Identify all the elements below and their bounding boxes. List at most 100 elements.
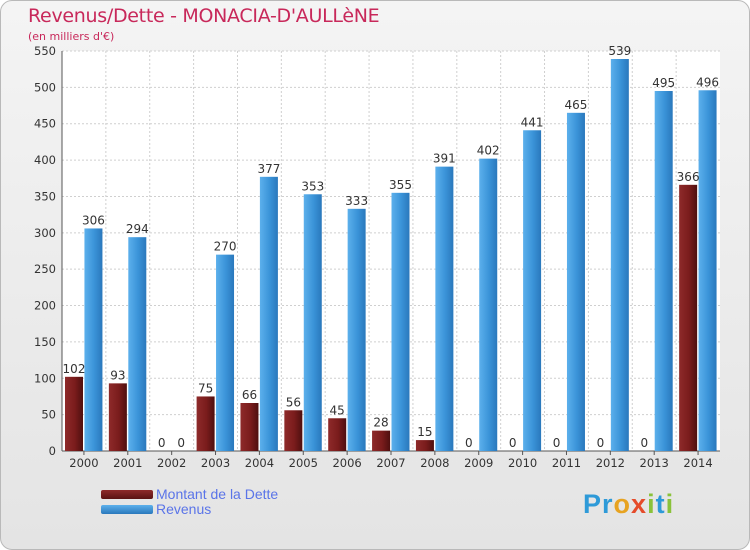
logo-letter: i [647, 489, 656, 519]
data-label-revenus: 495 [652, 76, 675, 90]
bar-dette [108, 383, 127, 451]
data-label-dette: 366 [677, 170, 700, 184]
y-tick-label: 450 [34, 117, 56, 131]
bar-revenus [84, 228, 103, 451]
bar-revenus [259, 176, 278, 451]
x-tick-label: 2008 [420, 456, 449, 470]
x-tick-label: 2011 [552, 456, 581, 470]
data-label-revenus: 0 [177, 436, 185, 450]
bar-dette [679, 184, 698, 451]
data-label-dette: 28 [373, 416, 388, 430]
bar-dette [65, 376, 83, 451]
y-tick-label: 400 [34, 153, 56, 167]
bar-revenus [347, 208, 366, 451]
chart-title: Revenus/Dette - MONACIA-D'AULLèNE [28, 5, 380, 27]
logo-letter: x [631, 489, 648, 519]
bar-revenus [303, 194, 322, 452]
data-label-revenus: 496 [696, 75, 719, 89]
y-tick-label: 250 [34, 262, 56, 276]
legend-item-dette: Montant de la Dette [101, 486, 361, 502]
x-tick-label: 2013 [640, 456, 669, 470]
bar-revenus [698, 90, 717, 451]
data-label-dette: 66 [242, 388, 257, 402]
legend-item-revenus: Revenus [101, 501, 361, 517]
x-tick-label: 2012 [596, 456, 625, 470]
y-tick-label: 300 [34, 226, 56, 240]
data-label-dette: 45 [330, 403, 345, 417]
data-label-dette: 0 [553, 436, 561, 450]
bar-revenus [391, 192, 410, 451]
bar-dette [415, 440, 434, 451]
data-label-revenus: 402 [477, 144, 500, 158]
data-label-revenus: 465 [565, 98, 588, 112]
legend-swatch-dette [101, 490, 153, 499]
y-tick-label: 500 [34, 80, 56, 94]
bar-layer [65, 59, 717, 452]
chart-subtitle: (en milliers d'€) [28, 30, 115, 43]
x-tick-label: 2005 [289, 456, 318, 470]
data-label-dette: 93 [110, 368, 125, 382]
grid-layer [62, 50, 720, 452]
bar-revenus [435, 166, 454, 452]
plot-area [62, 51, 720, 451]
data-label-dette: 0 [465, 436, 473, 450]
logo-letter: o [613, 489, 632, 519]
x-tick-label: 2002 [157, 456, 186, 470]
data-label-dette: 0 [509, 436, 517, 450]
logo-letter: i [665, 489, 675, 519]
x-tick-label: 2001 [113, 456, 142, 470]
data-label-dette: 56 [286, 395, 301, 409]
bar-revenus [216, 254, 235, 451]
logo-letter: P [583, 489, 603, 519]
data-label-dette: 102 [63, 362, 86, 376]
bar-revenus [566, 112, 585, 452]
data-label-dette: 15 [417, 425, 432, 439]
y-tick-label: 150 [34, 335, 56, 349]
bar-dette [284, 410, 303, 451]
legend-swatch-revenus [101, 505, 153, 514]
data-label-revenus: 355 [389, 178, 412, 192]
bar-dette [328, 418, 347, 451]
y-tick-label: 50 [41, 408, 56, 422]
logo-letter: r [602, 489, 614, 519]
x-tick-label: 2006 [332, 456, 361, 470]
x-tick-label: 2009 [464, 456, 493, 470]
data-label-revenus: 539 [608, 44, 631, 58]
bar-revenus [128, 237, 147, 451]
bar-dette [196, 396, 215, 451]
data-label-revenus: 270 [214, 240, 237, 254]
bar-revenus [479, 158, 498, 452]
bar-revenus [523, 130, 542, 452]
data-label-revenus: 377 [257, 162, 280, 176]
legend: Montant de la Dette Revenus [101, 486, 361, 517]
data-label-dette: 0 [640, 436, 648, 450]
data-label-dette: 75 [198, 381, 213, 395]
bar-dette [240, 403, 259, 451]
data-label-revenus: 353 [301, 179, 324, 193]
data-label-revenus: 333 [345, 194, 368, 208]
bar-dette [372, 430, 391, 451]
legend-label-dette: Montant de la Dette [156, 486, 279, 502]
data-label-dette: 0 [158, 436, 166, 450]
x-tick-label: 2014 [683, 456, 712, 470]
data-label-revenus: 441 [521, 115, 544, 129]
y-tick-label: 0 [49, 444, 56, 458]
x-tick-label: 2000 [69, 456, 98, 470]
y-tick-label: 200 [34, 299, 56, 313]
logo-letter: t [655, 489, 666, 519]
y-tick-label: 100 [34, 371, 56, 385]
data-label-revenus: 306 [82, 213, 105, 227]
data-label-revenus: 294 [126, 222, 149, 236]
data-label-revenus: 391 [433, 152, 456, 166]
data-label-dette: 0 [597, 436, 605, 450]
bar-revenus [654, 91, 673, 451]
proxiti-logo: Proxiti [583, 489, 674, 520]
legend-label-revenus: Revenus [156, 501, 212, 517]
y-tick-label: 350 [34, 189, 56, 203]
x-tick-label: 2010 [508, 456, 537, 470]
x-tick-label: 2007 [376, 456, 405, 470]
